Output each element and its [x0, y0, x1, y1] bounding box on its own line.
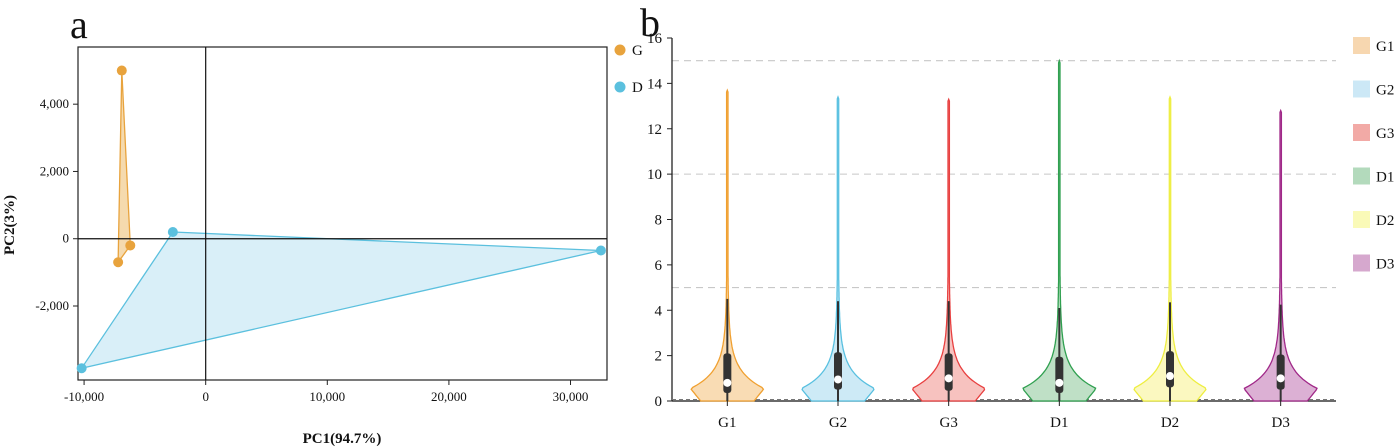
- violin-y-tick-label: 12: [647, 122, 662, 138]
- pca-legend: GD: [614, 43, 643, 96]
- violin-x-tick-label: G1: [718, 415, 736, 431]
- violin-y-tick-label: 16: [647, 31, 663, 47]
- pca-plot-area: -10,000 0 10,000 20,000 30,000 -2,000 0 2,000 4,…: [35, 46, 608, 404]
- violin-D1: [1022, 58, 1097, 402]
- legend-swatch-G2: [1353, 80, 1370, 98]
- legend-label-D2: D2: [1376, 213, 1394, 229]
- violin-y-tick-label: 14: [647, 76, 663, 92]
- iqr-box-G3: [944, 353, 953, 391]
- legend-marker-D: [614, 81, 626, 93]
- hull-G: [117, 70, 131, 265]
- legend-swatch-G1: [1353, 37, 1370, 54]
- pca-y-tick-label: 0: [63, 231, 70, 246]
- pca-x-axis-label: PC1(94.7%): [303, 431, 382, 447]
- legend-label-G3: G3: [1376, 126, 1394, 142]
- panel-b-label: b: [640, 0, 660, 45]
- legend-label-D3: D3: [1376, 257, 1394, 273]
- iqr-box-G1: [723, 353, 732, 394]
- pca-plot-frame: [77, 46, 608, 381]
- panel-a-label: a: [70, 2, 88, 47]
- violin-x-tick-label: D3: [1271, 415, 1289, 431]
- violin-G1: [690, 88, 765, 402]
- iqr-box-D1: [1055, 356, 1064, 394]
- violin-y-tick-label: 8: [655, 213, 663, 229]
- violin-x-tick-label: D1: [1050, 415, 1068, 431]
- violin-x-tick-label: D2: [1161, 415, 1179, 431]
- violin-G2: [801, 95, 875, 402]
- legend-swatch-D3: [1353, 254, 1370, 272]
- pca-y-tick-label: -2,000: [35, 298, 69, 313]
- pca-x-tick-label: -10,000: [64, 389, 104, 404]
- median-D2: [1166, 372, 1174, 381]
- point-G-3: [113, 257, 124, 268]
- pca-x-tick-label: 0: [202, 389, 209, 404]
- violin-plot-area: 0 2 4 6 8 10 12 14 16 G1 G2 G3 D1 D2 D3: [647, 31, 1336, 431]
- violin-y-tick-label: 6: [655, 258, 663, 274]
- violin-y-tick-label: 10: [647, 167, 662, 183]
- violin-y-tick-label: 0: [655, 394, 663, 410]
- legend-marker-G: [614, 44, 626, 56]
- pca-x-tick-label: 30,000: [553, 389, 589, 404]
- violin-legend: G1 G2 G3 D1 D2 D3: [1353, 37, 1394, 273]
- legend-swatch-D1: [1353, 167, 1370, 185]
- pca-x-tick-label: 10,000: [309, 389, 345, 404]
- legend-label-G1: G1: [1376, 39, 1394, 55]
- pca-x-tick-label: 20,000: [431, 389, 467, 404]
- violin-G3: [912, 97, 986, 402]
- median-G1: [723, 378, 732, 387]
- violin-x-tick-label: G3: [939, 415, 957, 431]
- legend-label-D: D: [632, 80, 643, 96]
- point-G-2: [125, 240, 136, 251]
- median-G3: [944, 374, 953, 383]
- violin-y-tick-label: 2: [655, 349, 663, 365]
- pca-y-tick-label: 4,000: [40, 96, 69, 111]
- legend-label-D1: D1: [1376, 170, 1394, 186]
- point-G-1: [116, 65, 127, 76]
- violin-D3: [1243, 108, 1318, 402]
- pca-y-tick-label: 2,000: [40, 163, 69, 178]
- median-D3: [1276, 374, 1285, 383]
- legend-label-G2: G2: [1376, 83, 1394, 99]
- violin-panel: b 0 2 4 6 8 10 12 14 16 G1 G2 G3 D1 D2 D3 G1 G2 G3 D1 D2 D3: [640, 0, 1394, 431]
- iqr-box-D3: [1276, 354, 1285, 390]
- point-D-3: [76, 363, 87, 374]
- median-G2: [834, 375, 842, 384]
- iqr-box-G2: [834, 352, 842, 390]
- median-D1: [1055, 378, 1064, 387]
- point-D-1: [167, 227, 178, 237]
- pca-panel: a -10,000 0 10,000 20,000 30,000 -2,000 0 2,000…: [2, 2, 643, 447]
- violin-D2: [1133, 95, 1207, 402]
- hull-D: [80, 231, 602, 370]
- violin-x-tick-label: G2: [829, 415, 847, 431]
- iqr-box-D2: [1166, 351, 1174, 388]
- pca-y-axis-label: PC2(3%): [2, 195, 18, 255]
- legend-swatch-D2: [1353, 211, 1370, 228]
- point-D-2: [595, 245, 606, 256]
- violin-y-tick-label: 4: [655, 303, 663, 319]
- legend-swatch-G3: [1353, 124, 1370, 141]
- legend-label-G: G: [632, 43, 643, 59]
